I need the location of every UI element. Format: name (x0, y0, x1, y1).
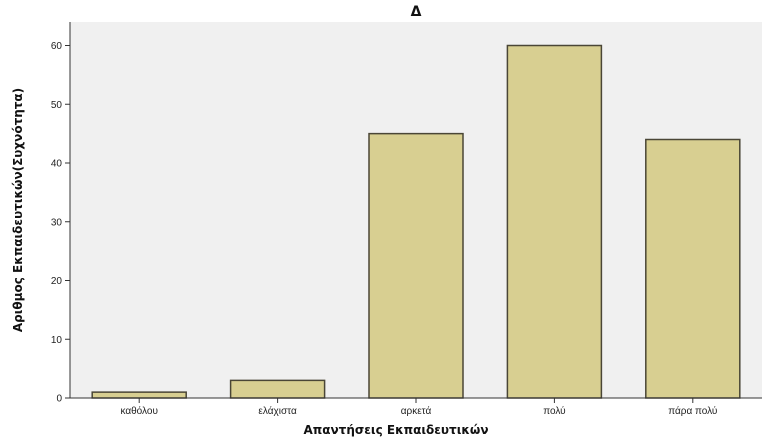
chart-title: Δ (411, 4, 422, 20)
x-axis-title: Απαντήσεις Εκπαιδευτικών (303, 423, 488, 437)
bar-καθόλου (92, 392, 186, 398)
y-axis: 0 10 20 30 40 50 60 (51, 22, 70, 405)
x-tick-label-4: πάρα πολύ (668, 405, 717, 417)
x-tick-label-2: αρκετά (401, 405, 432, 417)
y-tick-label-20: 20 (51, 276, 63, 287)
x-tick-label-3: πολύ (543, 405, 565, 417)
y-tick-label-60: 60 (51, 41, 63, 52)
x-tick-label-0: καθόλου (120, 405, 157, 417)
y-tick-label-10: 10 (51, 335, 63, 346)
bar-πάρα πολύ (646, 140, 740, 399)
x-tick-label-1: ελάχιστα (258, 405, 297, 417)
y-axis-title: Αριθμος Εκπαιδευτικών(Συχνότητα) (11, 88, 25, 332)
y-tick-label-40: 40 (51, 159, 63, 170)
x-axis: καθόλου ελάχιστα αρκετά πολύ πάρα πολύ (70, 398, 762, 417)
y-tick-label-30: 30 (51, 217, 63, 228)
y-tick-label-0: 0 (56, 394, 62, 405)
bar-αρκετά (369, 134, 463, 398)
bar-ελάχιστα (231, 380, 325, 398)
bar-πολύ (507, 46, 601, 399)
y-tick-label-50: 50 (51, 100, 63, 111)
